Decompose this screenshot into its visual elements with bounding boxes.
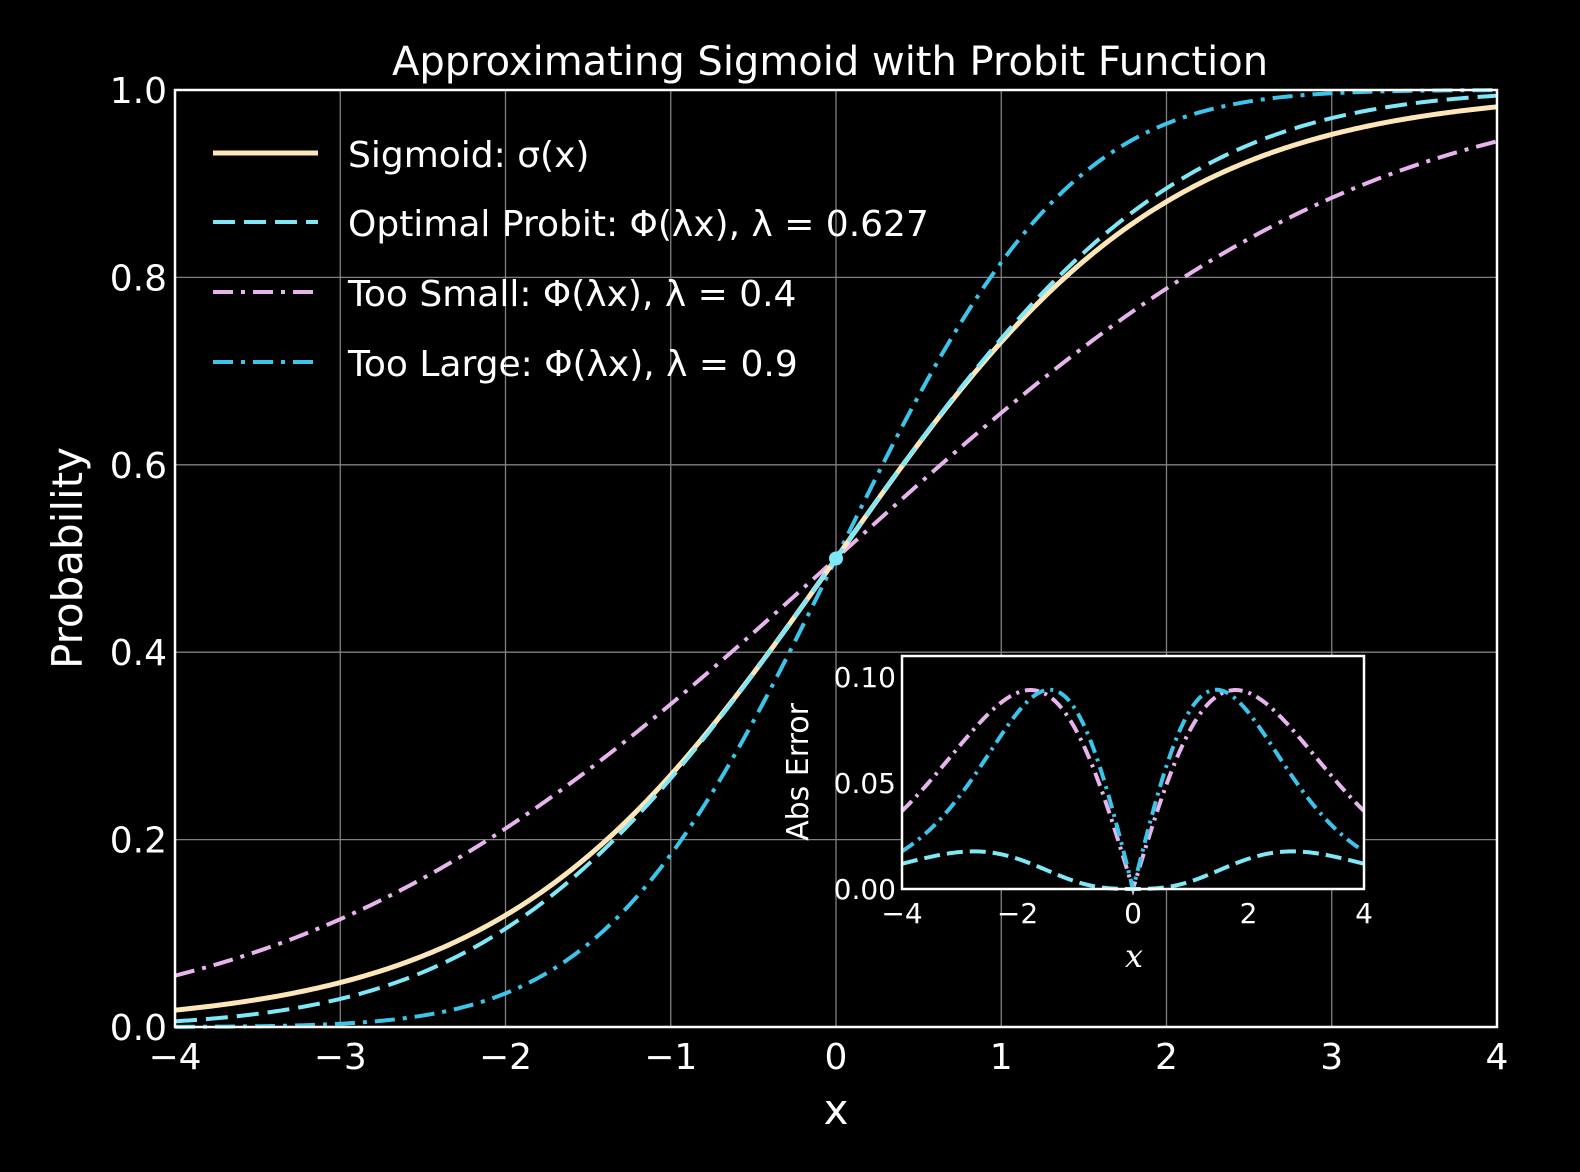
legend-label-optimal-probit: Optimal Probit: Φ(λx), λ = 0.627 <box>348 204 929 245</box>
y-tick-label: 0.8 <box>110 258 167 299</box>
x-tick-label: 4 <box>1486 1037 1509 1078</box>
main-x-tick-labels: −4 −3 −2 −1 0 1 2 3 4 <box>148 1037 1508 1078</box>
y-tick-label: 0.0 <box>110 1008 167 1049</box>
main-plot-frame <box>173 88 1499 1029</box>
y-tick-label: 0.2 <box>110 821 167 862</box>
inset-background <box>902 656 1364 889</box>
inset-x-tick-label: −2 <box>997 897 1038 930</box>
chart-title: Approximating Sigmoid with Probit Functi… <box>392 39 1268 85</box>
x-tick-label: −1 <box>644 1037 697 1078</box>
y-tick-label: 0.6 <box>110 446 167 487</box>
inset-x-tick-label: −4 <box>881 897 922 930</box>
y-axis-label: Probability <box>43 447 92 669</box>
inset-x-tick-label: 2 <box>1240 897 1258 930</box>
x-tick-label: −4 <box>148 1037 201 1078</box>
x-axis-label: x <box>824 1085 849 1134</box>
x-tick-label: −2 <box>479 1037 532 1078</box>
x-tick-label: 3 <box>1320 1037 1343 1078</box>
inset-x-tick-labels: −4 −2 0 2 4 <box>881 897 1373 930</box>
legend-label-too-large: Too Large: Φ(λx), λ = 0.9 <box>347 344 798 385</box>
x-tick-label: 2 <box>1155 1037 1178 1078</box>
inset-x-axis-label: x <box>1125 937 1143 975</box>
inset-y-tick-labels: 0.00 0.05 0.10 <box>834 661 896 906</box>
x-tick-label: 1 <box>990 1037 1013 1078</box>
legend-label-sigmoid: Sigmoid: σ(x) <box>348 135 589 176</box>
inset-y-axis-label: Abs Error <box>781 702 816 841</box>
main-y-tick-labels: 0.0 0.2 0.4 0.6 0.8 1.0 <box>110 71 167 1049</box>
inset-plot-frame <box>900 654 1366 891</box>
x-tick-label: 0 <box>825 1037 848 1078</box>
inset-y-tick-label: 0.05 <box>834 767 896 800</box>
center-point-marker <box>829 551 843 566</box>
y-tick-label: 0.4 <box>110 633 167 674</box>
inset-x-tick-label: 0 <box>1124 897 1142 930</box>
inset-y-tick-label: 0.00 <box>834 873 896 906</box>
legend-label-too-small: Too Small: Φ(λx), λ = 0.4 <box>347 274 796 315</box>
inset-y-tick-label: 0.10 <box>834 661 896 694</box>
legend: Sigmoid: σ(x) Optimal Probit: Φ(λx), λ =… <box>213 135 929 385</box>
x-tick-label: −3 <box>314 1037 367 1078</box>
inset-x-tick-label: 4 <box>1355 897 1373 930</box>
main-series-group <box>174 88 1498 1029</box>
y-tick-label: 1.0 <box>110 71 167 112</box>
